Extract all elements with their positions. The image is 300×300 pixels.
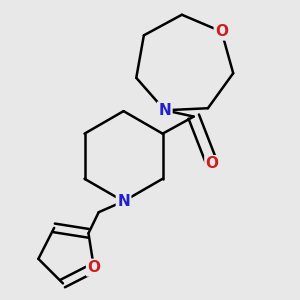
Text: N: N xyxy=(117,194,130,209)
Text: N: N xyxy=(158,103,171,118)
Text: O: O xyxy=(206,157,219,172)
Text: O: O xyxy=(87,260,101,275)
Text: O: O xyxy=(215,24,228,39)
